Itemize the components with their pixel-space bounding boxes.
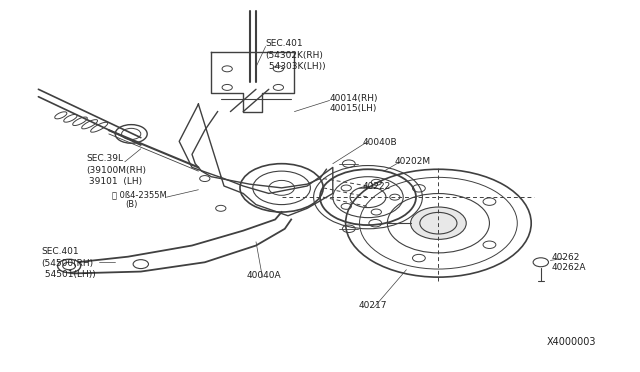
- Text: 40040A: 40040A: [246, 271, 281, 280]
- Text: (B): (B): [125, 200, 137, 209]
- Text: 40262A: 40262A: [552, 263, 586, 272]
- Text: X4000003: X4000003: [547, 337, 596, 347]
- Text: 54303K(LH)): 54303K(LH)): [266, 62, 325, 71]
- Text: 40222: 40222: [363, 182, 391, 191]
- Text: Ⓑ 0ß4-2355M: Ⓑ 0ß4-2355M: [112, 190, 167, 199]
- Text: 54501(LH)): 54501(LH)): [42, 270, 95, 279]
- Circle shape: [411, 207, 466, 240]
- Text: SEC.39L: SEC.39L: [86, 154, 124, 163]
- Text: 40262: 40262: [552, 253, 580, 262]
- Text: SEC.401: SEC.401: [42, 247, 79, 256]
- Text: 40202M: 40202M: [395, 157, 431, 166]
- Text: (39100M(RH): (39100M(RH): [86, 166, 147, 174]
- Text: (54500(RH): (54500(RH): [42, 259, 93, 267]
- Text: 40217: 40217: [358, 301, 387, 310]
- Text: 40014(RH): 40014(RH): [330, 94, 378, 103]
- Text: (54302K(RH): (54302K(RH): [266, 51, 323, 60]
- Text: 40040B: 40040B: [363, 138, 397, 147]
- Circle shape: [58, 259, 81, 273]
- Text: 40015(LH): 40015(LH): [330, 104, 377, 113]
- Text: 39101  (LH): 39101 (LH): [86, 177, 143, 186]
- Text: SEC.401: SEC.401: [266, 39, 303, 48]
